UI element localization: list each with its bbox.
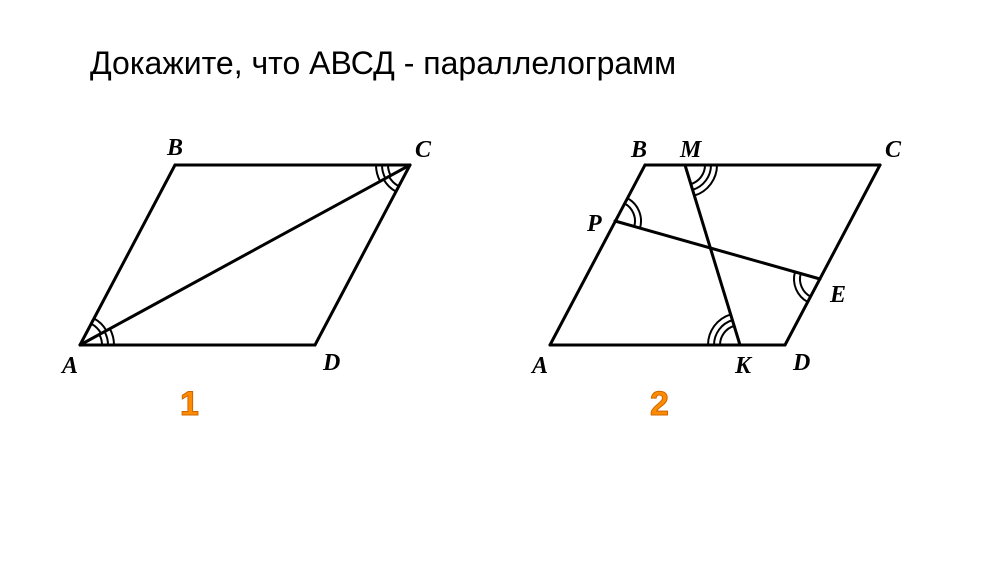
figure-2-number: 2: [650, 385, 669, 424]
vertex-label-M: M: [680, 137, 701, 164]
parallelogram-2-svg: [530, 135, 930, 395]
vertex-label-A: A: [62, 353, 78, 380]
figure-2: 2 ABCDMPEK: [530, 135, 930, 400]
figures-container: 1 A B C D 2 A B C D M P E K: [0, 135, 1000, 515]
vertex-label-P: P: [587, 211, 602, 238]
vertex-label-D: D: [323, 350, 340, 377]
vertex-label-C: C: [885, 137, 901, 164]
parallelogram-1-svg: [60, 135, 460, 395]
page-title: Докажите, что АВСД - параллелограмм: [90, 45, 676, 82]
figure-1-number: 1: [180, 385, 199, 424]
vertex-label-C: C: [415, 137, 431, 164]
vertex-label-A: A: [532, 353, 548, 380]
vertex-label-B: B: [167, 135, 183, 162]
figure-1: 1 ABCD: [60, 135, 460, 400]
vertex-label-E: E: [830, 282, 846, 309]
vertex-label-K: K: [735, 353, 751, 380]
vertex-label-B: B: [631, 137, 647, 164]
vertex-label-D: D: [793, 350, 810, 377]
